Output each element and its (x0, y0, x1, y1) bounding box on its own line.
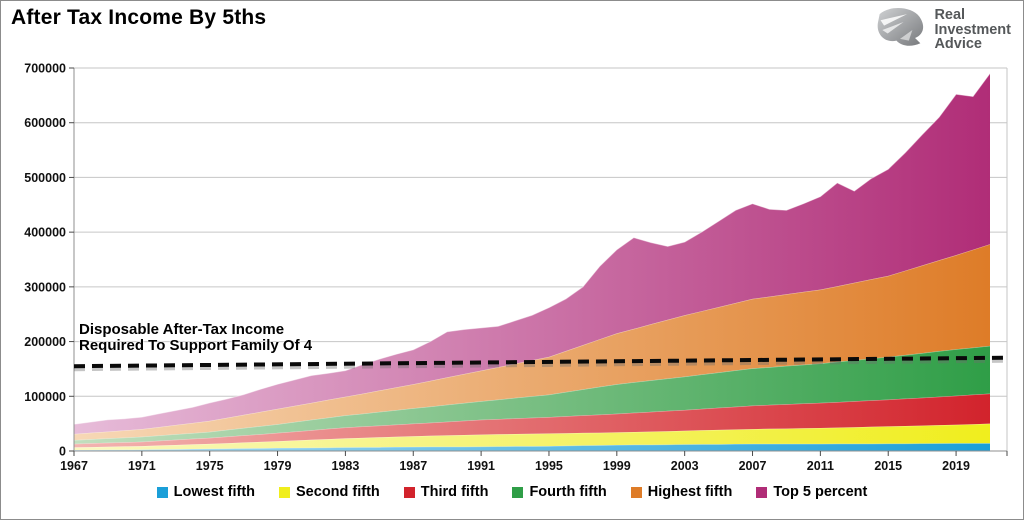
y-tick-label: 100000 (24, 390, 66, 404)
x-tick-label: 2011 (807, 459, 834, 473)
legend-label: Third fifth (420, 484, 489, 500)
legend-label: Second fifth (296, 484, 380, 500)
eagle-logo-icon (878, 8, 924, 46)
stacked-area-chart: 0 100000 200000 300000 400000 500000 600000 700… (24, 62, 1008, 473)
area-fourth-fifth (74, 345, 990, 444)
x-tick-label: 1975 (196, 459, 224, 473)
x-tick-label: 1987 (399, 459, 427, 473)
x-tick-label: 2015 (874, 459, 902, 473)
reference-line-shadow (73, 358, 1008, 372)
legend-swatch (756, 486, 768, 498)
y-tick-label: 200000 (24, 335, 66, 349)
reference-line (73, 355, 1008, 369)
legend-item-second-fifth: Second fifth (279, 484, 380, 500)
legend-swatch (630, 486, 642, 498)
x-tick-label: 1995 (535, 459, 563, 473)
area-third-fifth (74, 393, 990, 448)
x-tick-label: 1983 (332, 459, 360, 473)
area-highest-fifth (74, 244, 990, 441)
area-top-5-percent (74, 73, 990, 434)
chart-legend: Lowest fifth Second fifth Third fifth Fourt… (1, 484, 1023, 500)
x-tick-label: 1967 (60, 459, 88, 473)
legend-item-lowest-fifth: Lowest fifth (156, 484, 256, 500)
legend-label: Lowest fifth (173, 484, 256, 500)
annotation-line-1: Disposable After-Tax Income (79, 321, 285, 338)
brand-line-3: Advice (934, 36, 982, 53)
x-tick-label: 2003 (671, 459, 699, 473)
legend-swatch (403, 486, 415, 498)
brand-name: Real Investment Advice (934, 8, 1011, 52)
legend-swatch (279, 486, 291, 498)
y-tick-label: 400000 (24, 226, 66, 240)
y-tick-label: 700000 (24, 62, 66, 76)
y-tick-label: 0 (59, 445, 66, 459)
legend-label: Fourth fifth (529, 484, 607, 500)
x-tick-label: 1999 (603, 459, 631, 473)
x-tick-label: 1979 (264, 459, 292, 473)
reference-line-annotation: Disposable After-Tax Income Required To … (79, 322, 312, 354)
legend-swatch (512, 486, 524, 498)
page-title: After Tax Income By 5ths (11, 6, 267, 29)
area-top-edge (73, 73, 991, 425)
x-tick-label: 2019 (942, 459, 970, 473)
legend-item-highest-fifth: Highest fifth (630, 484, 733, 500)
brand-line-2: Investment (934, 21, 1011, 38)
x-tick-label: 1971 (128, 459, 156, 473)
area-lowest-fifth (74, 443, 990, 451)
brand-line-1: Real (934, 7, 966, 24)
legend-item-fourth-fifth: Fourth fifth (512, 484, 607, 500)
legend-item-top-5-percent: Top 5 percent (756, 484, 867, 500)
y-tick-label: 300000 (24, 280, 66, 294)
x-tick-label: 1991 (467, 459, 495, 473)
annotation-line-2: Required To Support Family Of 4 (79, 337, 313, 354)
x-tick-label: 2007 (739, 459, 767, 473)
y-tick-label: 600000 (24, 116, 66, 130)
area-second-fifth (74, 423, 990, 450)
brand-logo: Real Investment Advice (873, 7, 1011, 53)
legend-swatch (156, 486, 168, 498)
y-tick-label: 500000 (24, 171, 66, 185)
legend-label: Highest fifth (647, 484, 733, 500)
legend-label: Top 5 percent (773, 484, 868, 500)
legend-item-third-fifth: Third fifth (403, 484, 489, 500)
